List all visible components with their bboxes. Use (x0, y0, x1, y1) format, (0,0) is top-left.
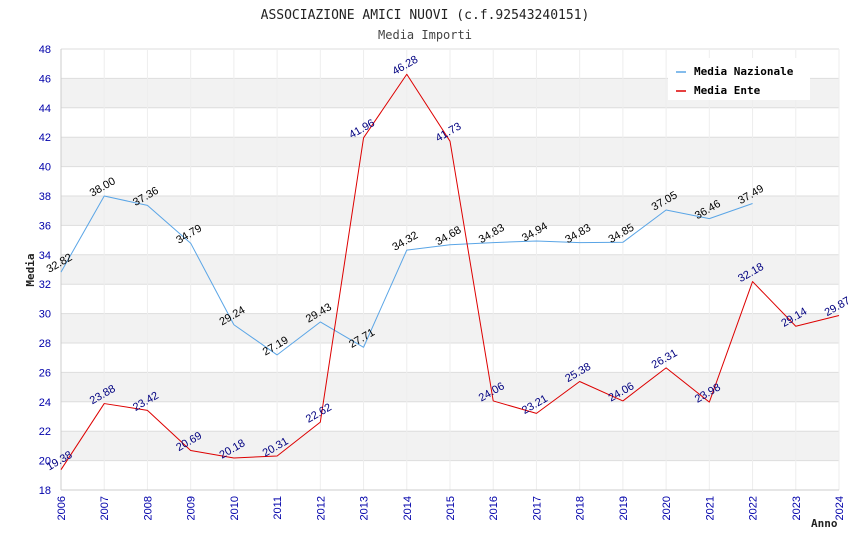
y-tick-label: 22 (39, 426, 51, 438)
x-tick-label: 2013 (359, 496, 371, 520)
x-tick-label: 2020 (661, 496, 673, 520)
x-tick-label: 2009 (186, 496, 198, 520)
x-tick-label: 2010 (229, 496, 241, 520)
y-tick-label: 20 (39, 456, 51, 468)
x-tick-label: 2018 (575, 496, 587, 520)
x-tick-label: 2021 (704, 496, 716, 520)
chart-title: ASSOCIAZIONE AMICI NUOVI (c.f.9254324015… (261, 8, 590, 23)
y-tick-label: 26 (39, 367, 51, 379)
x-tick-label: 2019 (618, 496, 630, 520)
legend-label-media-ente: Media Ente (694, 84, 761, 97)
x-tick-label: 2024 (834, 496, 846, 520)
y-tick-label: 42 (39, 132, 51, 144)
y-tick-label: 44 (39, 103, 51, 115)
data-label-media-nazionale: 34.32 (390, 229, 420, 253)
legend-label-media-nazionale: Media Nazionale (694, 65, 794, 78)
data-label-media-nazionale: 34.79 (174, 223, 204, 247)
legend: Media Nazionale Media Ente (668, 58, 810, 100)
y-tick-label: 24 (39, 397, 51, 409)
chart-subtitle: Media Importi (378, 28, 472, 42)
x-tick-label: 2012 (315, 496, 327, 520)
y-tick-labels: 18 20 22 24 26 28 30 32 34 36 38 40 42 44 46 48 (39, 44, 51, 497)
y-tick-label: 28 (39, 338, 51, 350)
y-tick-label: 40 (39, 162, 51, 174)
x-tick-label: 2023 (791, 496, 803, 520)
x-axis-label: Anno (811, 517, 838, 530)
data-label-media-ente: 19.38 (45, 449, 75, 473)
y-axis-label: Media (24, 253, 37, 286)
series-lines (60, 73, 840, 470)
y-tick-label: 48 (39, 44, 51, 56)
data-label-media-ente: 26.31 (650, 347, 680, 371)
legend-box (668, 58, 810, 100)
y-tick-label: 36 (39, 220, 51, 232)
y-tick-label: 30 (39, 309, 51, 321)
y-tick-label: 32 (39, 279, 51, 291)
series-line-media-nazionale (60, 195, 753, 356)
y-tick-label: 18 (39, 485, 51, 497)
x-tick-labels: 2006 2007 2008 2009 2010 2011 2012 2013 2014 2015… (56, 496, 846, 520)
x-tick-label: 2011 (272, 496, 284, 520)
y-tick-label: 34 (39, 250, 51, 262)
x-tick-label: 2015 (445, 496, 457, 520)
data-label-media-ente: 22.62 (304, 401, 334, 425)
y-tick-label: 38 (39, 191, 51, 203)
series-line-media-ente (60, 73, 840, 470)
x-tick-label: 2006 (56, 496, 68, 520)
data-label-media-ente: 46.28 (390, 54, 420, 78)
y-tick-label: 46 (39, 73, 51, 85)
x-tick-label: 2017 (531, 496, 543, 520)
x-tick-label: 2007 (99, 496, 111, 520)
x-tick-label: 2016 (488, 496, 500, 520)
x-tick-label: 2014 (402, 496, 414, 520)
axes (60, 49, 839, 491)
x-tick-label: 2022 (748, 496, 760, 520)
x-tick-label: 2008 (142, 496, 154, 520)
